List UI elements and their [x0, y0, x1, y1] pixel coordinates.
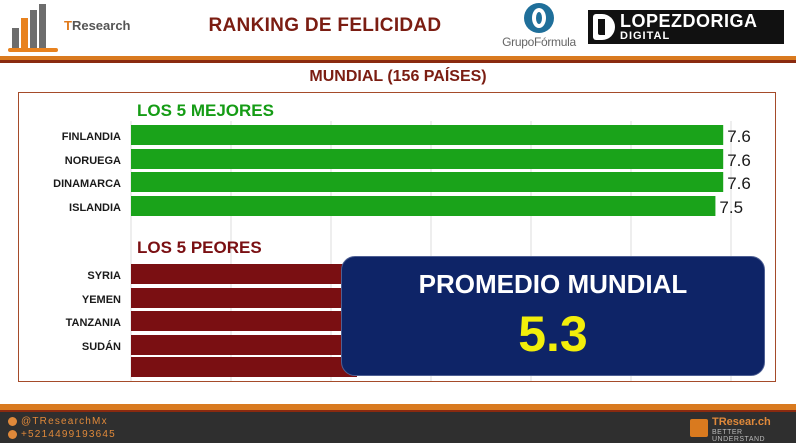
bar [131, 196, 716, 216]
category-label: SYRIA [87, 270, 121, 282]
bar [131, 335, 389, 355]
whatsapp-icon [8, 430, 17, 439]
twitter-icon [8, 417, 17, 426]
world-average-value: 5.3 [518, 306, 588, 362]
bar [131, 264, 404, 284]
category-label: YEMEN [82, 294, 121, 306]
tresearch-brand: TResearch [64, 18, 131, 33]
footer-brand: TResear.ch BETTER UNDERSTAND [690, 416, 790, 443]
category-label: ISLANDIA [69, 202, 121, 214]
chart-title: MUNDIAL (156 PAÍSES) [309, 68, 487, 85]
data-label: 7.5 [719, 198, 743, 217]
tresearch-logo-icon [8, 4, 60, 52]
world-average-label: PROMEDIO MUNDIAL [418, 269, 688, 299]
category-label: FINLANDIA [62, 131, 121, 143]
grupo-formula-icon [524, 3, 554, 33]
grupo-formula-logo: GrupoFórmula [496, 3, 582, 53]
category-label: SUDÁN [82, 340, 121, 353]
group-label-worst: LOS 5 PEORES [137, 238, 262, 257]
page-title: RANKING DE FELICIDAD [208, 15, 442, 36]
bar [131, 357, 357, 377]
category-label: NORUEGA [65, 155, 121, 167]
data-label: 7.6 [727, 174, 751, 193]
footer: @TResearchMx +5214499193645 TResear.ch B… [0, 404, 796, 443]
data-label: 7.6 [727, 151, 751, 170]
data-label: 7.6 [727, 127, 751, 146]
category-label: DINAMARCA [53, 178, 121, 190]
bar [131, 149, 724, 169]
category-label: TANZANIA [66, 317, 121, 329]
bar [131, 172, 724, 192]
footer-phone: +5214499193645 [8, 429, 116, 440]
group-label-best: LOS 5 MEJORES [137, 101, 274, 120]
footer-social: @TResearchMx [8, 416, 108, 427]
lopezdoriga-logo: LOPEZDORIGA DIGITAL [588, 10, 784, 44]
header: TResearch RANKING DE FELICIDAD GrupoFórm… [0, 0, 796, 56]
bar-chart: 7.6 FINLANDIA 7.6 NORUEGA 7.6 DINAMARCA 7.5 ISL… [53, 121, 751, 381]
bar [131, 311, 389, 331]
header-stripe-dark [0, 60, 796, 63]
bar [131, 288, 396, 308]
lopezdoriga-icon [593, 14, 615, 40]
world-average-box: PROMEDIO MUNDIAL 5.3 [341, 256, 765, 376]
bar [131, 125, 724, 145]
header-stripe [0, 56, 796, 60]
tresearch-mark-icon [690, 419, 708, 437]
